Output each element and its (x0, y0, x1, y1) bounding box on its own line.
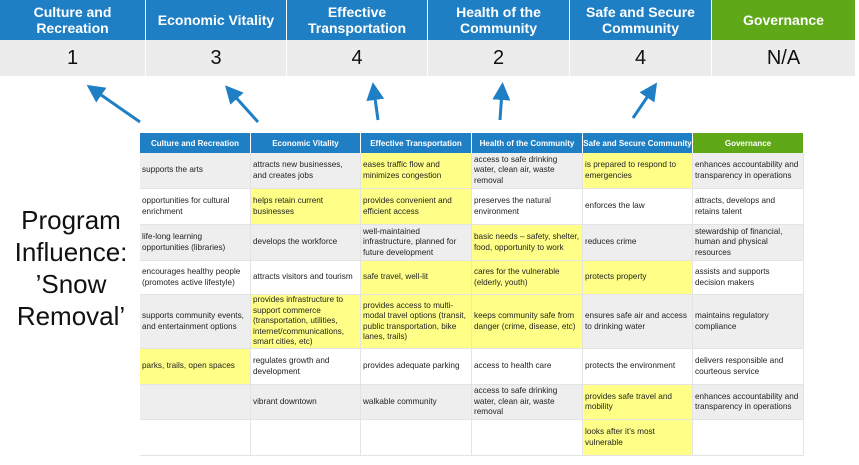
category-score: 2 (428, 40, 570, 76)
table-cell: walkable community (361, 385, 472, 420)
category-header: Health of the Community (428, 0, 570, 40)
table-cell (140, 420, 251, 456)
table-cell: enforces the law (583, 189, 693, 225)
table-cell: basic needs – safety, shelter, food, opp… (472, 225, 583, 261)
table-header: Governance (693, 133, 804, 153)
table-cell: protects property (583, 261, 693, 295)
arrow-icon (366, 82, 385, 121)
table-cell: safe travel, well-lit (361, 261, 472, 295)
table-cell: keeps community safe from danger (crime,… (472, 295, 583, 349)
table-cell: stewardship of financial, human and phys… (693, 225, 804, 261)
table-cell: provides access to multi-modal travel op… (361, 295, 472, 349)
table-cell: encourages healthy people (promotes acti… (140, 261, 251, 295)
table-cell: develops the workforce (251, 225, 361, 261)
table-cell: vibrant downtown (251, 385, 361, 420)
table-cell: preserves the natural environment (472, 189, 583, 225)
table-cell: cares for the vulnerable (elderly, youth… (472, 261, 583, 295)
table-cell: enhances accountability and transparency… (693, 153, 804, 189)
table-cell: opportunities for cultural enrichment (140, 189, 251, 225)
table-cell: provides convenient and efficient access (361, 189, 472, 225)
table-header: Health of the Community (472, 133, 583, 153)
category-header: Culture and Recreation (0, 0, 146, 40)
table-cell (693, 420, 804, 456)
table-cell: attracts, develops and retains talent (693, 189, 804, 225)
arrow-icon (86, 84, 141, 124)
table-cell: life-long learning opportunities (librar… (140, 225, 251, 261)
table-cell: provides safe travel and mobility (583, 385, 693, 420)
table-cell: is prepared to respond to emergencies (583, 153, 693, 189)
table-cell (140, 385, 251, 420)
table-cell: supports community events, and entertain… (140, 295, 251, 349)
category-header: Safe and Secure Community (570, 0, 712, 40)
table-cell (251, 420, 361, 456)
table-cell: ensures safe air and access to drinking … (583, 295, 693, 349)
table-cell: access to safe drinking water, clean air… (472, 153, 583, 189)
table-header: Safe and Secure Community (583, 133, 693, 153)
table-cell: assists and supports decision makers (693, 261, 804, 295)
arrow-icon (631, 82, 658, 119)
table-header: Culture and Recreation (140, 133, 251, 153)
category-score: N/A (712, 40, 856, 76)
table-cell (361, 420, 472, 456)
category-header: Economic Vitality (146, 0, 287, 40)
table-cell: well-maintained infrastructure, planned … (361, 225, 472, 261)
category-score: 1 (0, 40, 146, 76)
table-cell: provides infrastructure to support comme… (251, 295, 361, 349)
arrow-icon (492, 82, 511, 121)
program-title: Program Influence: ’Snow Removal’ (14, 205, 128, 331)
category-header: Effective Transportation (287, 0, 428, 40)
influence-table: Culture and Recreation Economic Vitality E… (140, 133, 804, 456)
category-header: Governance (712, 0, 856, 40)
table-cell: attracts new businesses, and creates job… (251, 153, 361, 189)
category-score-header: Culture and Recreation Economic Vitality E… (0, 0, 856, 76)
table-cell: eases traffic flow and minimizes congest… (361, 153, 472, 189)
table-cell: enhances accountability and transparency… (693, 385, 804, 420)
table-cell: protects the environment (583, 349, 693, 385)
table-header: Effective Transportation (361, 133, 472, 153)
table-cell: helps retain current businesses (251, 189, 361, 225)
table-cell: maintains regulatory compliance (693, 295, 804, 349)
table-cell: access to safe drinking water, clean air… (472, 385, 583, 420)
table-cell: parks, trails, open spaces (140, 349, 251, 385)
table-cell (472, 420, 583, 456)
category-score: 4 (570, 40, 712, 76)
table-cell: provides adequate parking (361, 349, 472, 385)
table-cell: access to health care (472, 349, 583, 385)
table-header: Economic Vitality (251, 133, 361, 153)
category-score: 3 (146, 40, 287, 76)
table-cell: regulates growth and development (251, 349, 361, 385)
table-cell: reduces crime (583, 225, 693, 261)
table-cell: supports the arts (140, 153, 251, 189)
table-cell: attracts visitors and tourism (251, 261, 361, 295)
table-cell: looks after it’s most vulnerable (583, 420, 693, 456)
category-score: 4 (287, 40, 428, 76)
table-cell: delivers responsible and courteous servi… (693, 349, 804, 385)
arrow-icon (224, 85, 260, 124)
